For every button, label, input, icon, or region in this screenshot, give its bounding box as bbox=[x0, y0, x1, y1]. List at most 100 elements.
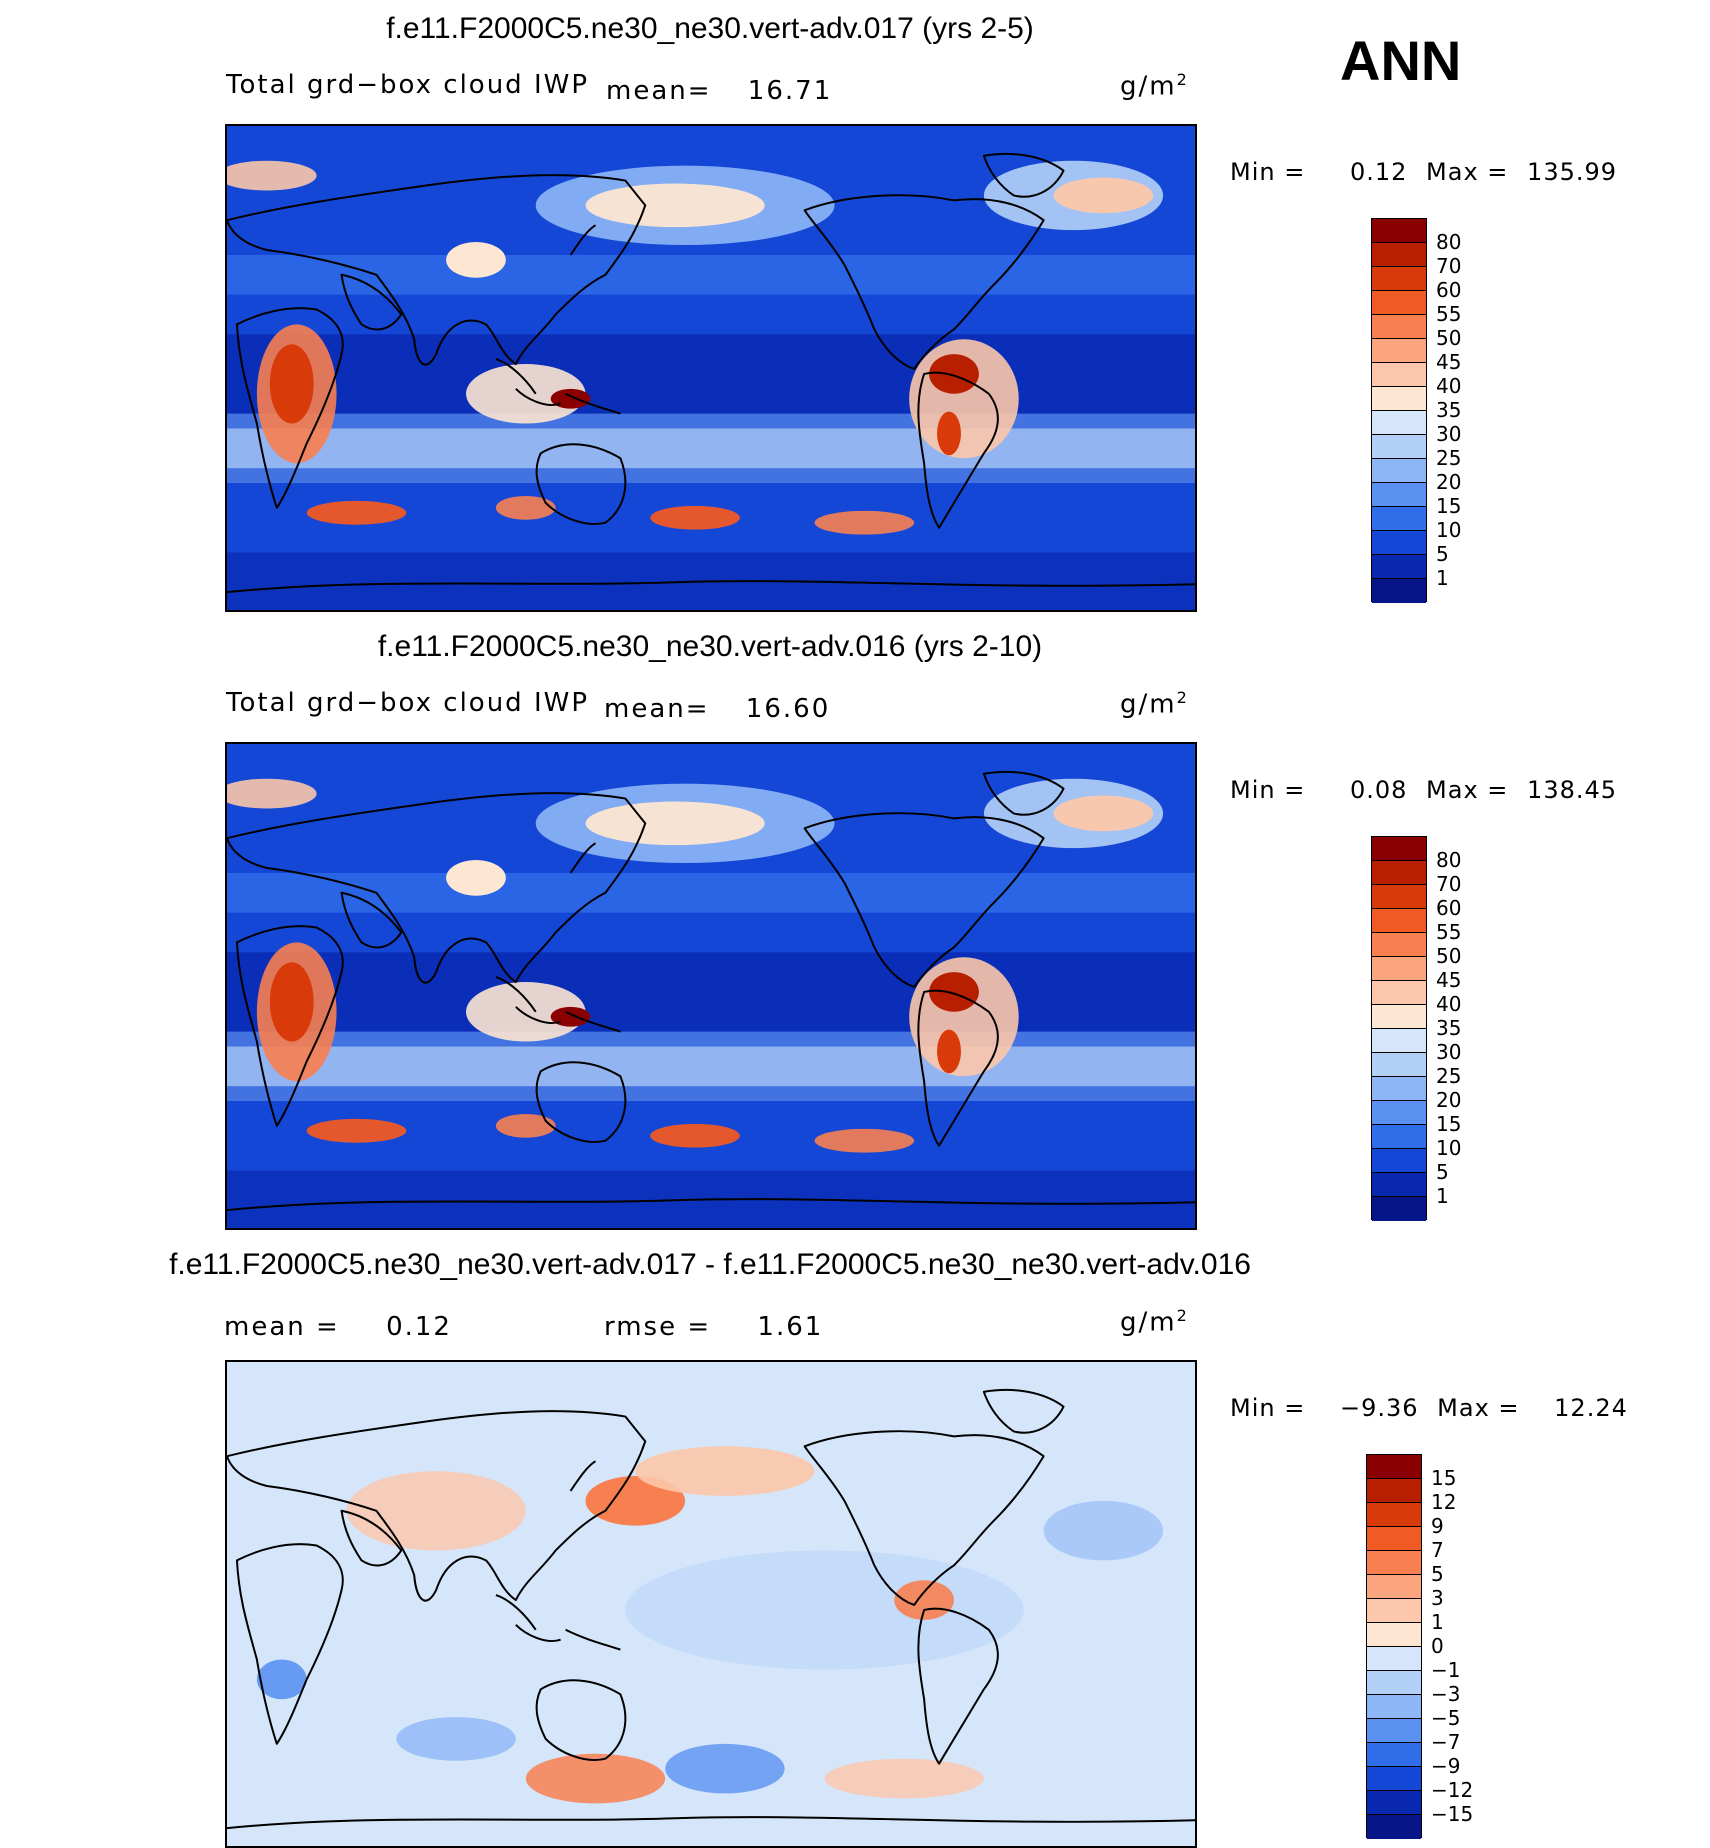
africa-max bbox=[269, 962, 314, 1042]
colorbar-tick-label: 20 bbox=[1436, 1088, 1462, 1112]
colorbar-tick-label: 0 bbox=[1431, 1634, 1444, 1658]
coastline bbox=[569, 842, 597, 874]
coastline bbox=[917, 371, 999, 529]
colorbar-tick-label: 60 bbox=[1436, 896, 1462, 920]
colorbar-tick-label: 20 bbox=[1436, 470, 1462, 494]
negative-anomaly-atlantic bbox=[1043, 1500, 1164, 1561]
colorbar-tick-label: 80 bbox=[1436, 848, 1462, 872]
coastline bbox=[227, 1198, 1195, 1212]
colorbar-swatch bbox=[1372, 1077, 1426, 1101]
colorbar-swatch bbox=[1372, 507, 1426, 531]
colorbar-tick-label: 45 bbox=[1436, 968, 1462, 992]
mean-label-text: mean= bbox=[606, 76, 712, 106]
colorbar-swatch bbox=[1372, 267, 1426, 291]
extratropical-south-band bbox=[227, 254, 1195, 295]
colorbar-tick-label: 55 bbox=[1436, 302, 1462, 326]
coastline bbox=[982, 152, 1065, 198]
andes-max bbox=[937, 1029, 961, 1074]
colorbar-tick-label: 7 bbox=[1431, 1538, 1444, 1562]
coastline bbox=[569, 224, 597, 256]
colorbar-tick-label: 15 bbox=[1436, 1112, 1462, 1136]
tibet-max bbox=[446, 860, 506, 896]
colorbar-tick-label: 45 bbox=[1436, 350, 1462, 374]
colorbar-tick-label: 70 bbox=[1436, 254, 1462, 278]
colorbar-swatch bbox=[1372, 411, 1426, 435]
coastline bbox=[535, 1061, 627, 1143]
north-pacific-core bbox=[585, 801, 765, 846]
tibet-max bbox=[446, 242, 506, 278]
colorbar-2 bbox=[1371, 836, 1427, 1221]
coastline bbox=[227, 580, 1195, 594]
panel-title: f.e11.F2000C5.ne30_ne30.vert-adv.016 (yr… bbox=[377, 630, 1043, 663]
colorbar-swatch bbox=[1372, 579, 1426, 603]
maritime-continent bbox=[466, 982, 586, 1042]
colorbar-swatch bbox=[1372, 387, 1426, 411]
negative-anomaly-indian-ocean bbox=[396, 1717, 516, 1761]
mean-label: mean= 16.71 bbox=[606, 76, 832, 106]
colorbar-swatch bbox=[1372, 1173, 1426, 1197]
max-value: 135.99 bbox=[1527, 158, 1618, 186]
coastline bbox=[235, 925, 344, 1127]
map-field bbox=[227, 744, 1195, 1228]
mean-value: 16.71 bbox=[747, 76, 833, 106]
coastline bbox=[803, 194, 1045, 370]
rmse-label-text: rmse = bbox=[604, 1312, 712, 1342]
colorbar-tick-label: −9 bbox=[1431, 1754, 1461, 1778]
colorbar-tick-label: 50 bbox=[1436, 326, 1462, 350]
coastline bbox=[982, 770, 1065, 816]
colorbar-tick-label: 70 bbox=[1436, 872, 1462, 896]
colorbar-1 bbox=[1371, 218, 1427, 603]
colorbar-swatch bbox=[1372, 555, 1426, 579]
colorbar-tick-label: 25 bbox=[1436, 446, 1462, 470]
colorbar-tick-label: 80 bbox=[1436, 230, 1462, 254]
north-atlantic-core bbox=[1053, 177, 1154, 214]
colorbar-swatch bbox=[1367, 1695, 1421, 1719]
colorbar-tick-label: −1 bbox=[1431, 1658, 1461, 1682]
southern-storm-track-core bbox=[227, 1046, 1195, 1087]
colorbar-swatch bbox=[1367, 1743, 1421, 1767]
coastline bbox=[495, 358, 621, 415]
coastline bbox=[235, 307, 344, 509]
max-label: Max = bbox=[1437, 1394, 1520, 1422]
colorbar-tick-label: 12 bbox=[1431, 1490, 1457, 1514]
max-value: 138.45 bbox=[1527, 776, 1618, 804]
colorbar-swatch bbox=[1372, 243, 1426, 267]
colorbar-tick-label: 60 bbox=[1436, 278, 1462, 302]
units-exponent: 2 bbox=[1176, 70, 1189, 89]
colorbar-tick-label: −12 bbox=[1431, 1778, 1474, 1802]
amazon-max bbox=[929, 354, 979, 394]
colorbar-tick-label: −5 bbox=[1431, 1706, 1461, 1730]
colorbar-tick-label: 30 bbox=[1436, 422, 1462, 446]
southern-ocean-max-3 bbox=[814, 1128, 915, 1153]
colorbar-tick-label: 55 bbox=[1436, 920, 1462, 944]
southern-ocean-max-2 bbox=[650, 505, 740, 530]
southern-ocean-max-1 bbox=[306, 500, 407, 525]
colorbar-tick-label: 10 bbox=[1436, 518, 1462, 542]
coastline bbox=[803, 812, 1045, 988]
max-value: 12.24 bbox=[1554, 1394, 1628, 1422]
coastline bbox=[569, 1460, 597, 1492]
colorbar-swatch bbox=[1372, 1197, 1426, 1221]
min-value: −9.36 bbox=[1339, 1394, 1419, 1422]
coastline bbox=[340, 891, 403, 949]
colorbar-tick-label: 40 bbox=[1436, 992, 1462, 1016]
map-field bbox=[227, 126, 1195, 610]
positive-anomaly-southern-pacific bbox=[525, 1753, 666, 1804]
colorbar-swatch bbox=[1372, 339, 1426, 363]
colorbar-tick-label: 5 bbox=[1431, 1562, 1444, 1586]
colorbar-swatch bbox=[1367, 1767, 1421, 1791]
units-label: g/m2 bbox=[1120, 1306, 1189, 1338]
map-panel-1 bbox=[225, 124, 1197, 612]
colorbar-swatch bbox=[1372, 1125, 1426, 1149]
colorbar-swatch bbox=[1372, 981, 1426, 1005]
negative-anomaly-southern-pacific bbox=[665, 1743, 785, 1794]
andes-max bbox=[937, 411, 961, 456]
max-label: Max = bbox=[1426, 776, 1509, 804]
negative-anomaly-tropics bbox=[625, 1550, 1024, 1670]
colorbar-swatch bbox=[1372, 363, 1426, 387]
colorbar-tick-label: 1 bbox=[1436, 1184, 1449, 1208]
min-label: Min = bbox=[1230, 1394, 1306, 1422]
colorbar-tick-label: 35 bbox=[1436, 1016, 1462, 1040]
coastline bbox=[227, 174, 647, 366]
europe-north bbox=[227, 778, 317, 809]
